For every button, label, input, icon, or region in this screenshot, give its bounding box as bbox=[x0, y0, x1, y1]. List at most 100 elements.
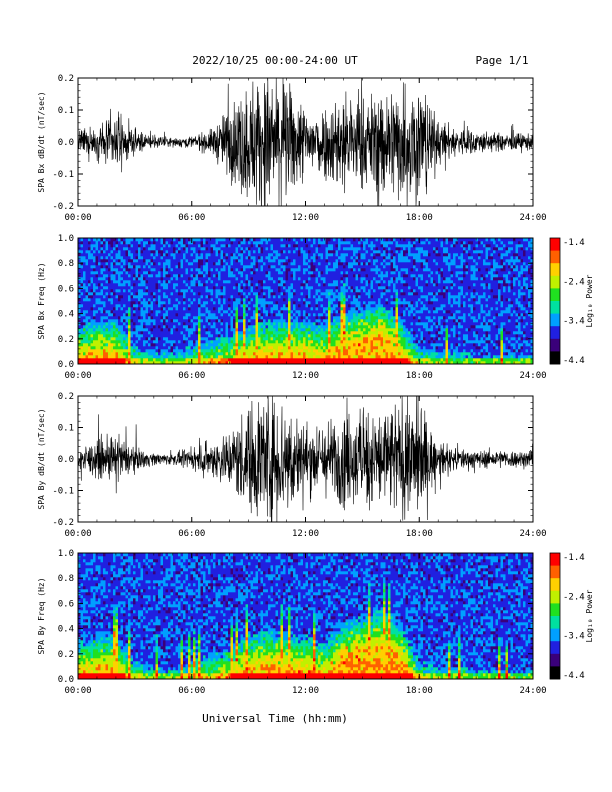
spectrogram-cell bbox=[163, 352, 166, 356]
spectrogram-cell bbox=[145, 352, 149, 356]
spectrogram-cell bbox=[245, 316, 249, 320]
spectrogram-cell bbox=[180, 295, 184, 299]
spectrogram-cell bbox=[165, 271, 169, 275]
spectrogram-cell bbox=[260, 301, 264, 305]
spectrogram-cell bbox=[308, 337, 311, 341]
spectrogram-cell bbox=[158, 289, 161, 293]
spectrogram-cell bbox=[355, 355, 359, 359]
spectrogram-cell bbox=[133, 292, 136, 296]
spectrogram-cell bbox=[353, 265, 356, 269]
spectrogram-cell bbox=[358, 349, 361, 353]
spectrogram-cell bbox=[353, 319, 356, 323]
spectrogram-cell bbox=[108, 331, 111, 335]
x-tick-label: 00:00 bbox=[64, 213, 91, 223]
spectrogram-cell bbox=[225, 334, 229, 338]
spectrogram-cell bbox=[325, 337, 329, 341]
spectrogram-cell bbox=[158, 250, 161, 254]
spectrogram-cell bbox=[290, 259, 294, 263]
spectrogram-cell bbox=[173, 277, 176, 281]
spectrogram-cell bbox=[143, 268, 146, 272]
spectrogram-cell bbox=[103, 241, 106, 245]
spectrogram-cell bbox=[118, 259, 121, 263]
spectrogram-cell bbox=[103, 343, 106, 347]
spectrogram-cell bbox=[100, 274, 104, 278]
spectrogram-cell bbox=[145, 337, 149, 341]
spectrogram-cell bbox=[350, 247, 354, 251]
spectrogram-cell bbox=[270, 295, 274, 299]
spectrogram-cell bbox=[320, 286, 324, 290]
spectrogram-cell bbox=[175, 304, 179, 308]
spectrogram-cell bbox=[188, 355, 191, 359]
spectrogram-cell bbox=[113, 247, 116, 251]
spectrogram-cell bbox=[233, 340, 236, 344]
spectrogram-cell bbox=[80, 301, 84, 305]
spectrogram-cell bbox=[103, 340, 106, 344]
spectrogram-cell bbox=[298, 286, 301, 290]
spectrogram-cell bbox=[353, 346, 356, 350]
spectrogram-cell bbox=[170, 274, 174, 278]
spectrogram-cell bbox=[290, 298, 294, 302]
spectrogram-cell bbox=[103, 328, 106, 332]
spectrogram-cell bbox=[178, 313, 181, 317]
spectrogram-cell bbox=[268, 361, 271, 365]
spectrogram-cell bbox=[88, 343, 91, 347]
spectrogram-cell bbox=[180, 280, 184, 284]
spectrogram-cell bbox=[95, 328, 99, 332]
spectrogram-cell bbox=[170, 256, 174, 260]
spectrogram-cell bbox=[143, 259, 146, 263]
spectrogram-cell bbox=[195, 292, 199, 296]
spectrogram-cell bbox=[203, 277, 206, 281]
spectrogram-cell bbox=[218, 283, 221, 287]
spectrogram-cell bbox=[203, 253, 206, 257]
spectrogram-cell bbox=[243, 316, 246, 320]
spectrogram-cell bbox=[310, 271, 314, 275]
spectrogram-cell bbox=[105, 322, 109, 326]
spectrogram-cell bbox=[313, 319, 316, 323]
spectrogram-cell bbox=[140, 262, 144, 266]
spectrogram-cell bbox=[115, 253, 119, 257]
spectrogram-cell bbox=[275, 298, 279, 302]
spectrogram-cell bbox=[293, 298, 296, 302]
spectrogram-cell bbox=[218, 358, 221, 362]
spectrogram-cell bbox=[225, 361, 229, 365]
spectrogram-cell bbox=[118, 310, 121, 314]
spectrogram-cell bbox=[360, 337, 364, 341]
spectrogram-cell bbox=[245, 301, 249, 305]
spectrogram-cell bbox=[148, 283, 151, 287]
spectrogram-cell bbox=[88, 277, 91, 281]
spectrogram-cell bbox=[318, 250, 321, 254]
spectrogram-cell bbox=[90, 319, 94, 323]
spectrogram-cell bbox=[238, 340, 241, 344]
spectrogram-cell bbox=[238, 325, 241, 329]
spectrogram-cell bbox=[140, 310, 144, 314]
spectrogram-cell bbox=[338, 256, 341, 260]
spectrogram-cell bbox=[198, 361, 201, 365]
spectrogram-cell bbox=[288, 349, 291, 353]
spectrogram-cell bbox=[93, 319, 96, 323]
spectrogram-cell bbox=[103, 310, 106, 314]
spectrogram-cell bbox=[310, 268, 314, 272]
spectrogram-cell bbox=[118, 250, 121, 254]
spectrogram-cell bbox=[203, 355, 206, 359]
spectrogram-cell bbox=[333, 271, 336, 275]
spectrogram-cell bbox=[300, 316, 304, 320]
spectrogram-cell bbox=[145, 325, 149, 329]
spectrogram-cell bbox=[215, 301, 219, 305]
spectrogram-cell bbox=[193, 334, 196, 338]
spectrogram-cell bbox=[105, 337, 109, 341]
spectrogram-cell bbox=[88, 292, 91, 296]
spectrogram-cell bbox=[120, 310, 124, 314]
spectrogram-cell bbox=[343, 337, 346, 341]
spectrogram-cell bbox=[93, 355, 96, 359]
spectrogram-cell bbox=[280, 328, 284, 332]
spectrogram-cell bbox=[365, 343, 369, 347]
spectrogram-cell bbox=[170, 313, 174, 317]
spectrogram-cell bbox=[170, 331, 174, 335]
spectrogram-cell bbox=[315, 358, 319, 362]
spectrogram-cell bbox=[353, 328, 356, 332]
spectrogram-cell bbox=[138, 259, 141, 263]
spectrogram-cell bbox=[305, 334, 309, 338]
spectrogram-cell bbox=[115, 298, 119, 302]
spectrogram-cell bbox=[263, 361, 266, 365]
spectrogram-cell bbox=[290, 307, 294, 311]
